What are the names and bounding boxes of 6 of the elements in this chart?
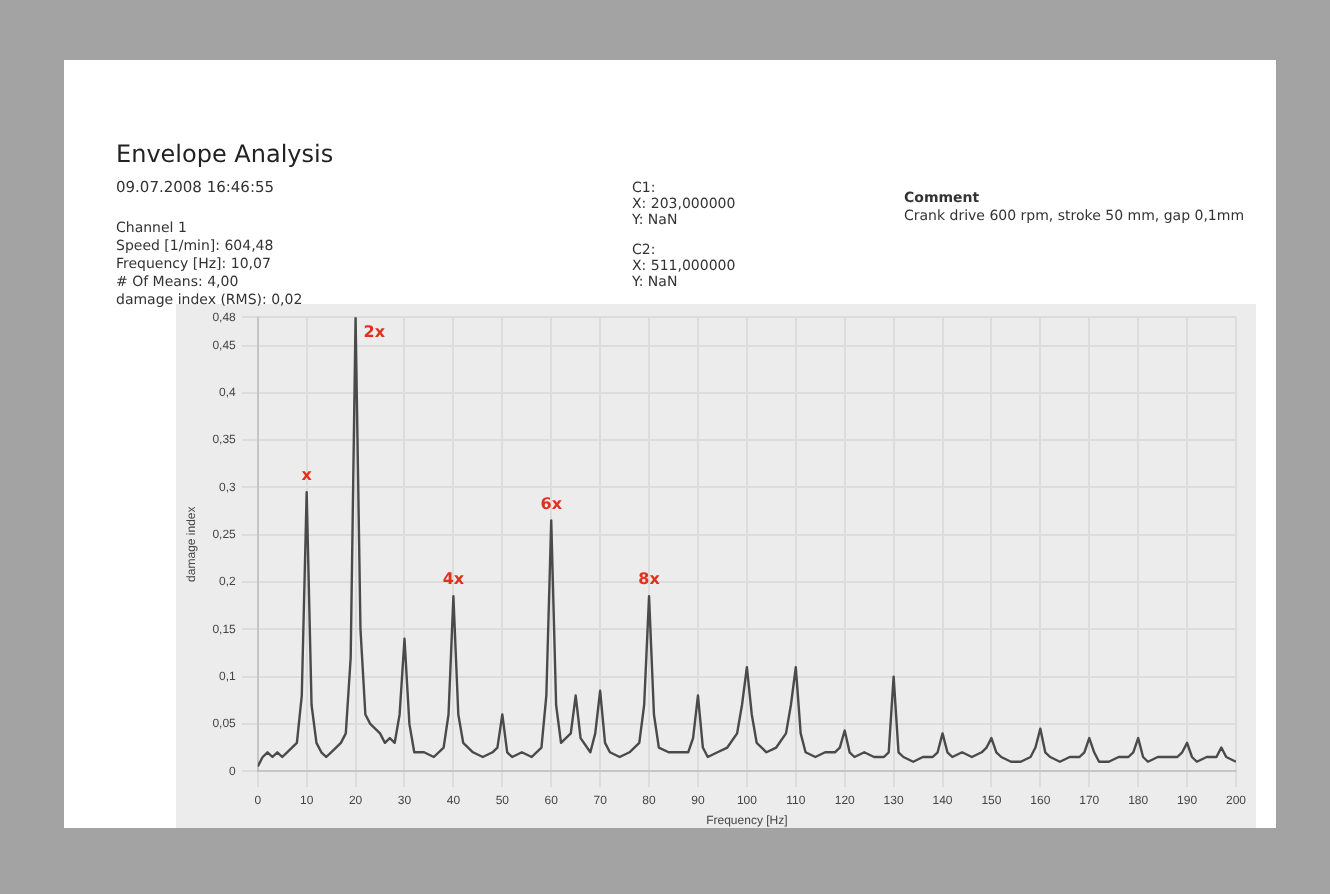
annotation: 2x <box>363 323 387 342</box>
annotation: x <box>301 466 314 485</box>
annotation: 4x <box>442 570 466 589</box>
annotation: 6x <box>540 494 564 513</box>
annotation: 8x <box>638 570 662 589</box>
chart-title: Envelope Analysis <box>116 140 334 168</box>
